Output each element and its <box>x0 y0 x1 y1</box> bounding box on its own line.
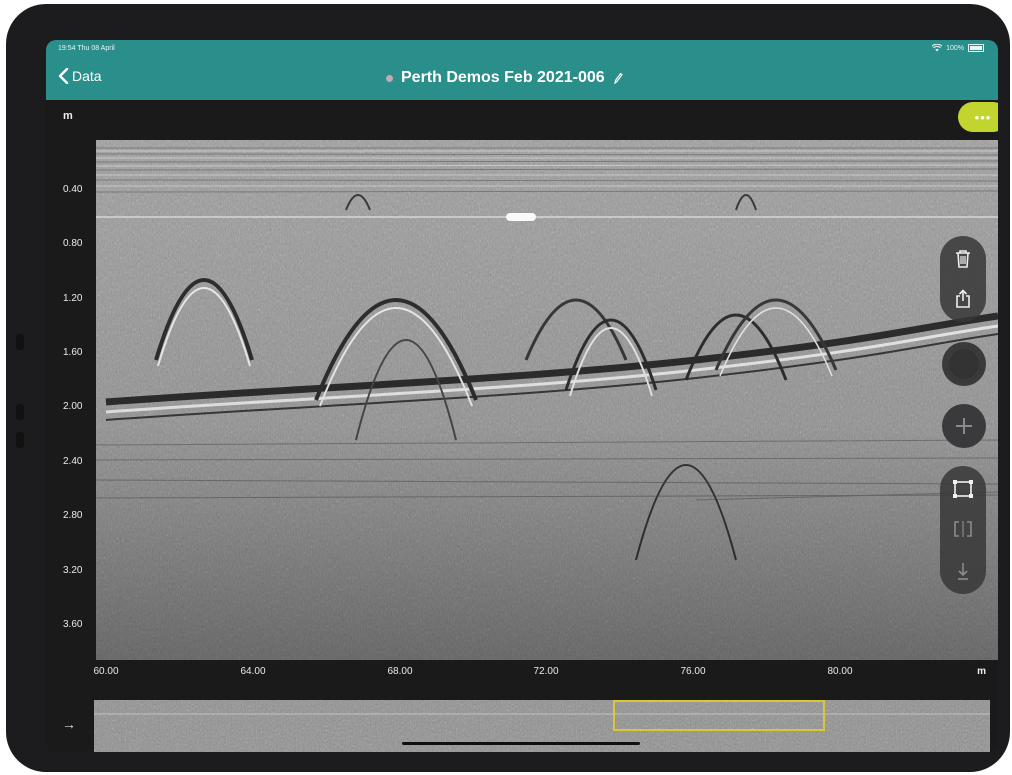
y-tick-label: 0.40 <box>63 184 83 195</box>
status-time: 19:54 Thu 08 April <box>58 45 115 52</box>
side-button <box>16 334 24 350</box>
download-icon <box>958 563 968 580</box>
wifi-icon <box>932 44 943 52</box>
status-bar: 19:54 Thu 08 April 100% <box>46 40 998 58</box>
y-tick-label: 2.80 <box>63 510 83 521</box>
navigation-bar: Data Perth Demos Feb 2021-006 <box>46 58 998 100</box>
add-icon <box>956 418 972 434</box>
status-dot-icon <box>386 74 393 82</box>
home-indicator <box>402 742 640 745</box>
tablet-frame: 19:54 Thu 08 April 100% Data Per <box>6 4 1010 772</box>
arrow-right-icon: → <box>62 716 76 732</box>
y-tick-label: 0.80 <box>63 238 83 249</box>
split-view-icon <box>954 521 972 537</box>
page-title-group: Perth Demos Feb 2021-006 <box>386 69 623 87</box>
y-tick-label: 3.20 <box>63 565 83 576</box>
trash-icon <box>956 250 970 268</box>
status-indicators: 100% <box>932 44 984 52</box>
record-icon <box>949 349 979 379</box>
edit-tools-group <box>940 236 986 322</box>
back-button[interactable]: Data <box>58 68 102 84</box>
x-tick-label: 64.00 <box>240 666 266 677</box>
ellipsis-icon: ••• <box>974 109 992 125</box>
y-tick-label: 2.00 <box>63 401 83 412</box>
select-frame-icon <box>953 480 973 498</box>
x-tick-label: 80.00 <box>827 666 853 677</box>
x-tick-label: 72.00 <box>533 666 559 677</box>
split-view-button[interactable] <box>940 506 986 552</box>
radar-header: m ••• <box>46 100 998 140</box>
chevron-left-icon <box>58 68 69 84</box>
select-frame-button[interactable] <box>940 466 986 512</box>
more-options-button[interactable]: ••• <box>958 102 998 132</box>
app-screen: 19:54 Thu 08 April 100% Data Per <box>46 40 998 752</box>
y-tick-label: 2.40 <box>63 456 83 467</box>
radargram-image <box>96 140 998 660</box>
add-marker-button[interactable] <box>942 404 986 448</box>
viewport-selection[interactable] <box>613 700 825 731</box>
battery-icon <box>968 44 984 52</box>
side-button <box>16 432 24 448</box>
y-axis-unit: m <box>63 110 73 122</box>
share-icon <box>956 289 970 308</box>
record-button[interactable] <box>942 342 986 386</box>
download-button[interactable] <box>940 548 986 594</box>
radargram-canvas[interactable] <box>96 140 998 660</box>
x-tick-label: 68.00 <box>387 666 413 677</box>
y-tick-label: 3.60 <box>63 619 83 630</box>
depth-axis: 0.40 0.80 1.20 1.60 2.00 2.40 2.80 3.20 … <box>46 140 96 660</box>
back-button-label: Data <box>72 68 102 84</box>
side-button <box>16 404 24 420</box>
share-button[interactable] <box>940 276 986 322</box>
y-tick-label: 1.60 <box>63 347 83 358</box>
x-tick-label: 76.00 <box>680 666 706 677</box>
page-title: Perth Demos Feb 2021-006 <box>401 69 605 86</box>
x-tick-label: 60.00 <box>93 666 119 677</box>
delete-button[interactable] <box>940 236 986 282</box>
battery-percent: 100% <box>946 44 964 52</box>
edit-pencil-icon[interactable] <box>613 72 623 84</box>
view-tools-group <box>940 466 986 594</box>
x-axis-unit: m <box>977 666 986 677</box>
y-tick-label: 1.20 <box>63 293 83 304</box>
distance-axis: 60.00 64.00 68.00 72.00 76.00 80.00 m <box>93 660 998 700</box>
